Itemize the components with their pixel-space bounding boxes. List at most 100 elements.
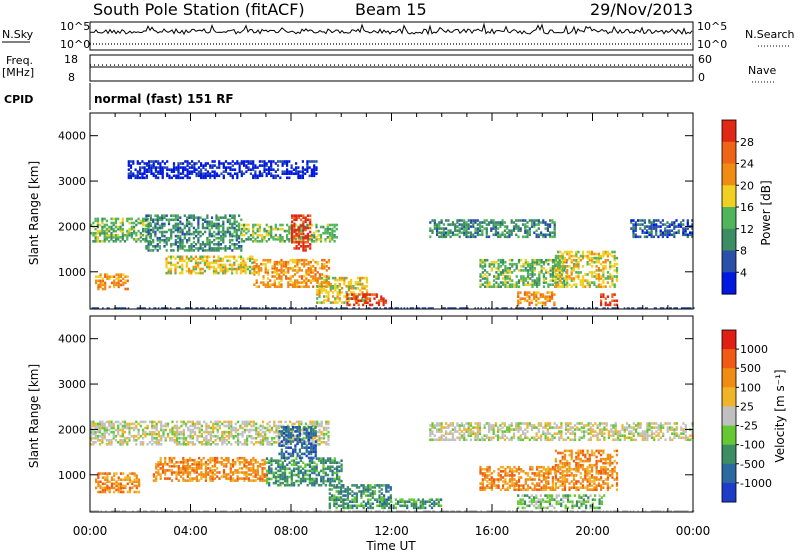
nsky-tick-top: 10^5 <box>60 20 90 33</box>
velocity-colorbar: 1000 500 100 25 -25 -100 -500 -1000 <box>721 329 772 503</box>
velocity-colorbar-tick-label: -100 <box>740 439 765 452</box>
power-colorbar-swatch <box>722 120 736 143</box>
nsky-tick-bottom: 10^0 <box>60 38 90 51</box>
velocity-y-tick-label: 3000 <box>58 378 86 391</box>
velocity-colorbar-tick-label: 1000 <box>740 343 768 356</box>
power-y-axis: 1000 2000 3000 4000 <box>58 113 694 309</box>
time-tick-label: 16:00 <box>475 524 510 538</box>
velocity-colorbar-tick-label: 100 <box>740 381 761 394</box>
power-colorbar-tick-label: 12 <box>740 223 754 236</box>
nsky-label: N.Sky <box>2 28 34 41</box>
velocity-colorbar-swatch <box>722 444 736 465</box>
power-colorbar-tick-label: 4 <box>740 266 747 279</box>
date-label: 29/Nov/2013 <box>590 0 693 19</box>
velocity-patch <box>378 498 443 510</box>
power-colorbar-tick-label: 16 <box>740 201 754 214</box>
power-colorbar-swatch <box>722 228 736 252</box>
power-patch <box>165 255 254 275</box>
power-colorbar-swatch <box>722 141 736 165</box>
nave-tick-bottom: 0 <box>698 71 705 84</box>
power-patch <box>630 219 694 239</box>
power-panel: 1000 2000 3000 4000 <box>58 113 695 310</box>
power-colorbar-tick-label: 20 <box>740 179 754 192</box>
power-colorbar-label: Power [dB] <box>759 180 773 245</box>
velocity-patch <box>278 426 317 460</box>
velocity-patch <box>517 494 606 510</box>
velocity-colorbar-swatch <box>722 330 736 350</box>
power-patch <box>95 273 129 291</box>
velocity-y-tick-label: 4000 <box>58 333 86 346</box>
cpid-label: CPID <box>4 93 33 106</box>
freq-label: Freq. <box>6 54 33 67</box>
power-panel-frame <box>89 112 694 310</box>
power-patch <box>554 250 619 288</box>
power-colorbar-swatch <box>722 163 736 186</box>
power-colorbar-tick-label: 24 <box>740 158 754 171</box>
power-patch <box>145 214 243 252</box>
power-y-tick-label: 3000 <box>58 175 86 188</box>
time-axis: 00:00 04:00 08:00 12:00 16:00 20:00 00:00 <box>73 524 711 538</box>
velocity-colorbar-swatch <box>722 406 736 426</box>
power-y-tick-label: 2000 <box>58 220 86 233</box>
power-colorbar-swatch <box>722 250 736 273</box>
power-colorbar-tick-label: 28 <box>740 136 754 149</box>
power-y-tick-label: 1000 <box>58 266 86 279</box>
velocity-colorbar-swatch <box>722 368 736 388</box>
velocity-patch <box>554 449 619 491</box>
velocity-colorbar-swatch <box>722 463 736 484</box>
power-patch <box>600 293 619 307</box>
velocity-patch <box>429 422 694 442</box>
velocity-colorbar-tick-label: 500 <box>740 362 761 375</box>
freq-tick-bottom: 8 <box>68 71 75 84</box>
nsearch-tick-top: 10^5 <box>697 20 727 33</box>
freq-trace <box>90 64 693 68</box>
velocity-colorbar-tick-label: 25 <box>740 400 754 413</box>
power-patch <box>240 223 338 243</box>
cpid-value: normal (fast) 151 RF <box>94 92 234 106</box>
power-colorbar-swatch <box>722 272 736 295</box>
power-patch <box>517 291 556 307</box>
velocity-panel-frame <box>89 315 694 513</box>
nave-tick-top: 60 <box>698 53 712 66</box>
power-patch <box>127 160 318 180</box>
time-tick-label: 00:00 <box>676 524 711 538</box>
freq-tick-top: 18 <box>64 53 78 66</box>
nsearch-tick-bottom: 10^0 <box>697 38 727 51</box>
nsky-line <box>89 22 693 36</box>
power-patch <box>429 219 556 239</box>
velocity-patch <box>95 472 141 494</box>
power-patch <box>479 258 568 288</box>
velocity-colorbar-label: Velocity [m s⁻¹] <box>773 369 787 462</box>
freq-panel-frame <box>89 54 694 82</box>
power-y-tick-label: 4000 <box>58 130 86 143</box>
velocity-colorbar-swatch <box>722 482 736 503</box>
velocity-y-axis: 1000 2000 3000 4000 <box>58 316 694 512</box>
beam-label: Beam 15 <box>355 0 427 19</box>
power-colorbar: 4 8 12 16 20 24 28 <box>721 119 754 295</box>
velocity-y-tick-label: 1000 <box>58 469 86 482</box>
velocity-panel: 1000 2000 3000 4000 <box>58 316 695 513</box>
power-patch <box>291 214 312 252</box>
power-ylabel: Slant Range [km] <box>27 161 41 265</box>
time-tick-label: 12:00 <box>374 524 409 538</box>
nave-label: Nave <box>748 64 776 77</box>
velocity-colorbar-swatch <box>722 349 736 369</box>
velocity-patch <box>328 484 392 510</box>
velocity-patch <box>152 456 269 482</box>
nsky-trace <box>89 22 693 45</box>
time-tick-label: 08:00 <box>274 524 309 538</box>
velocity-colorbar-tick-label: -25 <box>740 420 758 433</box>
nsearch-label: N.Search <box>745 28 795 41</box>
power-colorbar-swatch <box>722 207 736 230</box>
power-patch <box>253 258 331 288</box>
velocity-colorbar-tick-label: -500 <box>740 458 765 471</box>
velocity-y-tick-label: 2000 <box>58 423 86 436</box>
velocity-ylabel: Slant Range [km] <box>27 364 41 468</box>
time-tick-label: 04:00 <box>173 524 208 538</box>
velocity-colorbar-tick-label: -1000 <box>740 477 772 490</box>
velocity-colorbar-swatch <box>722 387 736 407</box>
station-title: South Pole Station (fitACF) <box>93 0 305 19</box>
velocity-colorbar-swatch <box>722 425 736 446</box>
time-tick-label: 00:00 <box>73 524 108 538</box>
